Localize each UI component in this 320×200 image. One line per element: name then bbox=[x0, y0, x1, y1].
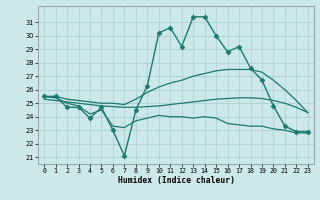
X-axis label: Humidex (Indice chaleur): Humidex (Indice chaleur) bbox=[117, 176, 235, 185]
